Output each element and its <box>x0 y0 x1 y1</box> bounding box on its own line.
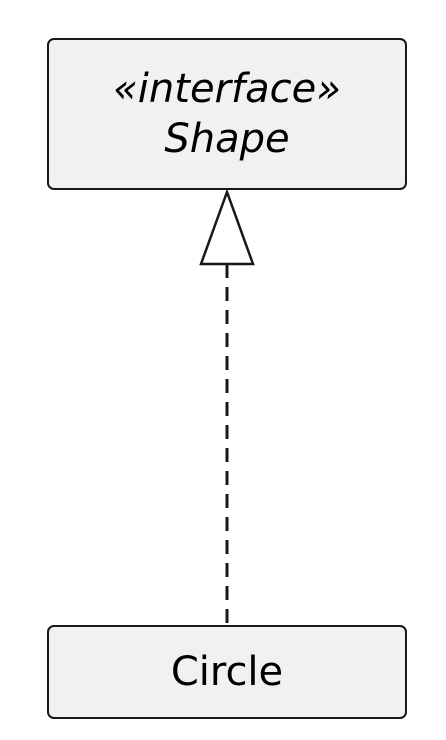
interface-stereotype: «interface» <box>113 66 341 112</box>
interface-name: Shape <box>164 116 290 162</box>
hollow-triangle-arrowhead <box>199 188 255 266</box>
class-name: Circle <box>170 649 284 695</box>
class-circle-box: Circle <box>47 625 407 719</box>
interface-shape-box: «interface» Shape <box>47 38 407 190</box>
